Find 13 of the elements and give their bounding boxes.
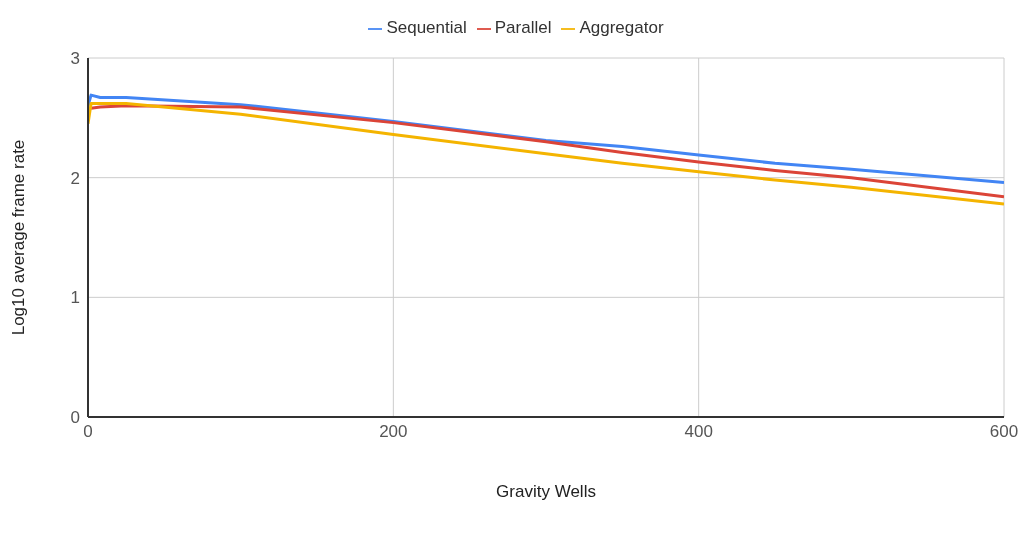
- y-tick-label: 3: [70, 49, 80, 69]
- x-tick-label: 200: [379, 422, 408, 442]
- legend-label: Parallel: [494, 18, 552, 37]
- y-tick-label: 0: [70, 408, 80, 428]
- x-axis-title: Gravity Wells: [496, 482, 596, 501]
- y-tick-label: 2: [70, 168, 80, 188]
- x-tick-label: 0: [83, 422, 93, 442]
- legend-label: Sequential: [386, 18, 467, 37]
- x-tick-label: 600: [989, 422, 1019, 442]
- x-tick-label: 400: [684, 422, 713, 442]
- legend-label: Aggregator: [579, 18, 664, 37]
- y-tick-label: 1: [70, 288, 80, 308]
- y-axis-title: Log10 average frame rate: [9, 139, 29, 336]
